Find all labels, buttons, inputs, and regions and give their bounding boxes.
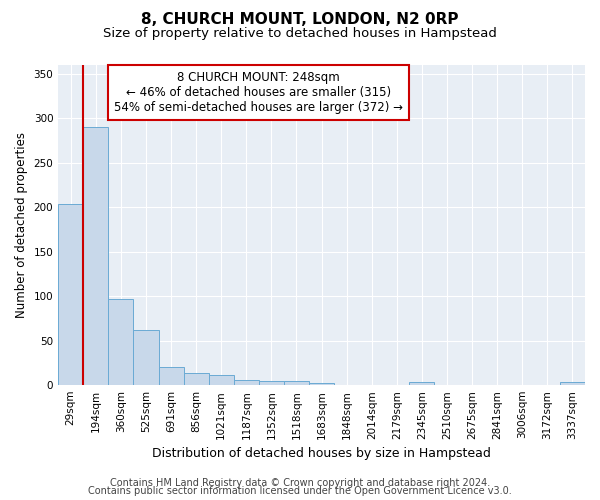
Text: Contains public sector information licensed under the Open Government Licence v3: Contains public sector information licen… (88, 486, 512, 496)
Bar (234, 380, 259, 385)
Y-axis label: Number of detached properties: Number of detached properties (15, 132, 28, 318)
Bar (560, 382, 585, 385)
Text: 8, CHURCH MOUNT, LONDON, N2 0RP: 8, CHURCH MOUNT, LONDON, N2 0RP (141, 12, 459, 28)
Bar (309, 384, 334, 385)
Bar (158, 368, 184, 385)
Bar (259, 380, 284, 385)
Bar (133, 330, 158, 385)
Bar (184, 372, 209, 385)
Text: Size of property relative to detached houses in Hampstead: Size of property relative to detached ho… (103, 28, 497, 40)
Bar (58, 204, 83, 385)
Bar (209, 376, 234, 385)
Text: 8 CHURCH MOUNT: 248sqm
← 46% of detached houses are smaller (315)
54% of semi-de: 8 CHURCH MOUNT: 248sqm ← 46% of detached… (114, 72, 403, 114)
X-axis label: Distribution of detached houses by size in Hampstead: Distribution of detached houses by size … (152, 447, 491, 460)
Bar (284, 382, 309, 385)
Bar (109, 299, 133, 385)
Bar (83, 127, 109, 385)
Bar (409, 382, 434, 385)
Text: Contains HM Land Registry data © Crown copyright and database right 2024.: Contains HM Land Registry data © Crown c… (110, 478, 490, 488)
